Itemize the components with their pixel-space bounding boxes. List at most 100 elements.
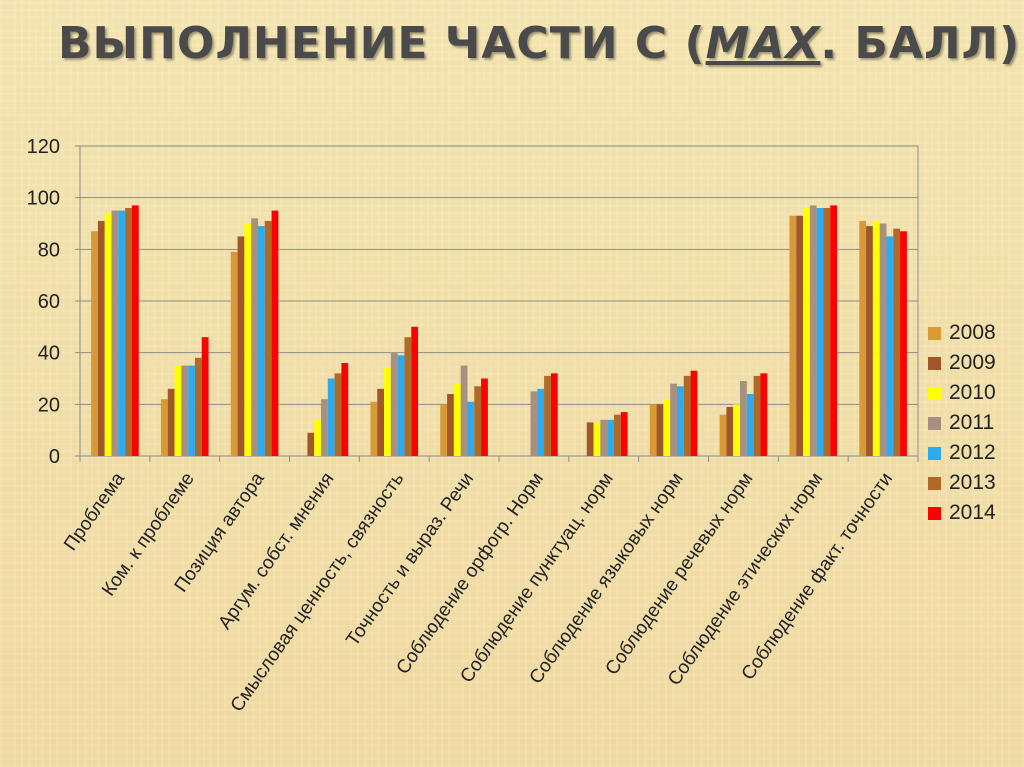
legend-item: 2009: [928, 348, 1020, 378]
bar: [690, 370, 698, 456]
legend-swatch: [928, 506, 941, 520]
legend-label: 2011: [949, 411, 995, 434]
bar: [823, 208, 831, 456]
bar: [447, 394, 454, 456]
bar: [683, 375, 691, 456]
bar: [866, 226, 873, 456]
bar: [746, 394, 754, 456]
y-tick-label: 100: [27, 188, 60, 210]
bar: [607, 419, 614, 456]
y-tick-label: 40: [38, 343, 60, 365]
bar: [537, 388, 545, 456]
bar: [467, 401, 475, 456]
legend-item: 2011: [928, 408, 1020, 438]
bar: [237, 236, 245, 456]
legend-item: 2010: [928, 378, 1020, 408]
chart-legend: 2008 2009 2010 2011 2012 2013 2014: [928, 318, 1020, 528]
bar: [719, 414, 727, 456]
bar: [307, 432, 315, 456]
bar: [600, 419, 608, 456]
bar: [481, 378, 488, 456]
title-emphasis: MAX: [705, 18, 821, 69]
bar: [740, 381, 747, 456]
x-category-label: Соблюдение факт. точности: [738, 469, 898, 684]
bar: [181, 365, 189, 456]
bar: [251, 218, 258, 456]
bar: [91, 231, 98, 456]
bar: [544, 375, 551, 456]
bar: [321, 399, 328, 456]
bar: [656, 404, 664, 456]
bar: [760, 373, 768, 456]
bar: [550, 373, 558, 456]
legend-swatch: [928, 356, 941, 370]
bar: [370, 401, 378, 456]
legend-swatch: [928, 326, 941, 340]
legend-label: 2012: [949, 441, 996, 464]
y-tick-label: 80: [38, 239, 60, 261]
bar: [230, 251, 238, 456]
bar: [404, 337, 412, 456]
bar: [314, 419, 322, 456]
x-category-label: Соблюдение орфогр. Норм: [392, 469, 548, 679]
bar: [796, 215, 804, 456]
bar: [244, 223, 252, 456]
legend-label: 2013: [949, 471, 996, 494]
legend-swatch: [928, 386, 941, 400]
bar: [620, 412, 628, 456]
title-suffix: . БАЛЛ): [820, 18, 1021, 69]
bar: [167, 388, 175, 456]
legend-item: 2013: [928, 468, 1020, 498]
bar: [586, 422, 594, 456]
legend-swatch: [928, 416, 941, 430]
bar: [194, 357, 202, 456]
bar: [789, 215, 797, 456]
bar: [104, 213, 112, 456]
bar: [649, 404, 657, 456]
bar: [131, 205, 139, 456]
bar: [334, 373, 342, 456]
bar: [97, 220, 105, 456]
bar: [726, 406, 734, 456]
y-tick-label: 20: [38, 394, 60, 416]
title-prefix: ВЫПОЛНЕНИЕ ЧАСТИ С (: [58, 18, 706, 69]
bar: [341, 363, 349, 456]
x-category-label: Соблюдение речевых норм: [601, 469, 757, 679]
bar: [613, 414, 621, 456]
bar: [125, 208, 132, 456]
slide-title: ВЫПОЛНЕНИЕ ЧАСТИ С (MAX. БАЛЛ): [58, 18, 1020, 69]
bar: [474, 386, 482, 456]
bar: [879, 223, 887, 456]
y-tick-label: 120: [27, 136, 60, 158]
bar: [872, 220, 880, 456]
bar: [377, 388, 385, 456]
x-category-label: Проблема: [60, 468, 129, 554]
legend-label: 2014: [949, 501, 996, 524]
bar: [663, 399, 671, 456]
bar: [830, 205, 838, 456]
bar: [809, 205, 817, 456]
legend-swatch: [928, 446, 941, 460]
legend-item: 2012: [928, 438, 1020, 468]
bar: [384, 368, 391, 456]
bar: [201, 337, 209, 456]
legend-item: 2014: [928, 498, 1020, 528]
bar: [397, 355, 405, 456]
bar: [257, 226, 265, 456]
bar: [593, 422, 601, 456]
bar: [900, 231, 907, 456]
x-category-label: Точность и выраз. Речи: [342, 469, 478, 650]
bar: [271, 210, 279, 456]
bar: [530, 391, 538, 456]
legend-swatch: [928, 476, 941, 490]
bar: [816, 208, 824, 456]
bar: [753, 375, 761, 456]
bar: [160, 399, 168, 456]
bar: [390, 352, 398, 456]
legend-label: 2010: [949, 381, 996, 404]
y-tick-label: 0: [49, 446, 60, 468]
bar: [803, 208, 810, 456]
bar: [733, 404, 741, 456]
bar: [327, 378, 335, 456]
